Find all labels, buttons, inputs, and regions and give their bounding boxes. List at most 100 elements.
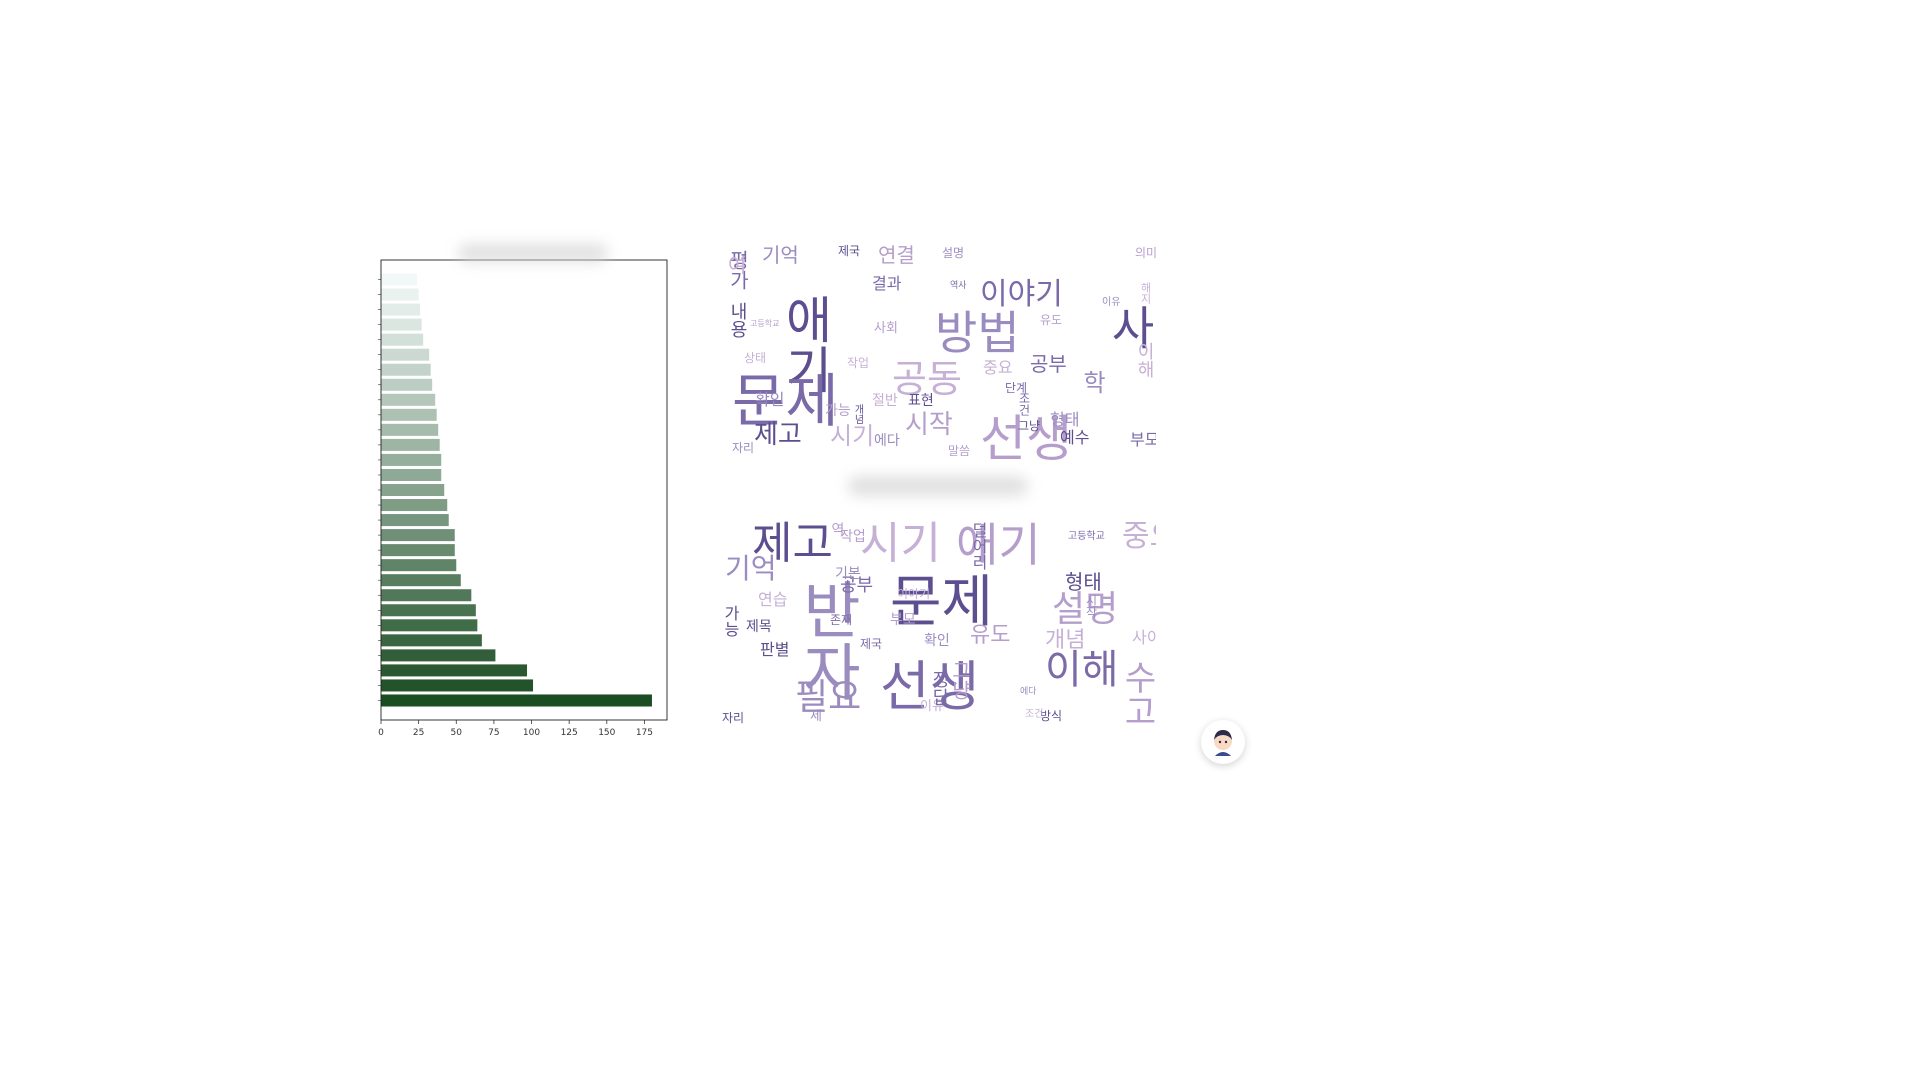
bar <box>381 589 472 602</box>
cloud-word: 단계 <box>1005 381 1028 395</box>
bar <box>381 408 437 421</box>
bar <box>381 634 482 647</box>
wordcloud-bottom: 문제 선생 반자 애기 시기 제고 이해 필요 설명 개념 형태 공부 기억 작업 연습 제목 존재 확인 유도 사이… <box>720 510 1156 732</box>
bar <box>381 303 421 316</box>
bar <box>381 363 431 376</box>
bar <box>381 694 652 707</box>
cloud-word: 표현 <box>908 393 934 409</box>
cloud-word: 제국 <box>838 244 861 258</box>
cloud-word: 중요 <box>983 358 1013 377</box>
cloud-word: 시기 <box>860 518 941 569</box>
bar <box>381 273 418 286</box>
blurred-caption <box>720 733 1260 746</box>
x-tick-label: 25 <box>413 728 424 738</box>
cloud-word: 자리 <box>722 711 745 725</box>
cloud-word: 말씀 <box>948 444 971 458</box>
bar <box>381 423 439 436</box>
bar <box>381 288 419 301</box>
cloud-word: 사 <box>1103 304 1156 350</box>
chat-launcher-button[interactable] <box>1201 720 1245 764</box>
cloud-word: 작업 <box>840 529 866 545</box>
bar-chart-svg: 0 25 50 75 100 125 150 175 <box>378 259 668 738</box>
x-tick-label: 100 <box>523 728 540 738</box>
cloud-word: 시기 <box>830 422 875 450</box>
cloud-word: 연결 <box>878 243 915 267</box>
cloud-word: 제고 <box>752 518 833 569</box>
cloud-word: 예수 <box>1060 428 1090 447</box>
bar <box>381 604 476 617</box>
cloud-word: 시작 <box>905 410 953 440</box>
x-tick-label: 125 <box>561 728 578 738</box>
cloud-word: 제 <box>810 709 822 724</box>
cloud-word: 학 <box>1078 370 1106 394</box>
cloud-word: 절반 <box>872 393 898 409</box>
cloud-word: 시작 <box>1084 594 1098 618</box>
cloud-word: 이유 <box>1102 297 1121 308</box>
cloud-word: 연습 <box>758 590 788 609</box>
cloud-word: 선생 <box>980 410 1072 464</box>
cloud-word: 결과 <box>872 274 902 293</box>
cloud-word: 가능 <box>721 605 740 637</box>
cloud-word: 그냥 <box>948 660 972 700</box>
cloud-word: 상태 <box>744 351 767 365</box>
cloud-word: 확인 <box>755 390 785 409</box>
x-tick-label: 75 <box>488 728 499 738</box>
cloud-word: 조건 <box>1025 709 1044 720</box>
cloud-word: 수고 <box>1117 660 1156 728</box>
x-tick-label: 150 <box>598 728 615 738</box>
cloud-word: 문제 <box>890 570 994 635</box>
cloud-word: 부모 <box>890 612 916 628</box>
bar <box>381 679 534 692</box>
cloud-word: 이야기 <box>980 277 1063 312</box>
bar <box>381 348 430 361</box>
cloud-word: 역 <box>829 522 845 536</box>
cloud-word: 형태 <box>1065 570 1102 594</box>
cloud-word: 중요 <box>1122 519 1156 554</box>
cloud-word: 이해 <box>1045 647 1119 693</box>
bar <box>381 619 478 632</box>
cloud-word: 정답 <box>929 670 950 706</box>
cloud-word: 문제 <box>732 367 839 435</box>
cloud-word: 내용 <box>727 302 748 338</box>
bar <box>381 559 457 572</box>
bar <box>381 529 455 542</box>
cloud-word: 필요 <box>795 677 862 718</box>
cloud-word: 기억 <box>762 243 799 267</box>
cloud-word: 선생 <box>880 655 980 718</box>
cloud-word: 이유 <box>920 699 944 714</box>
cloud-word: 사회 <box>874 321 898 336</box>
horizontal-bar-chart: 0 25 50 75 100 125 150 175 <box>364 242 674 742</box>
cloud-word: 평가 <box>726 250 750 290</box>
cloud-word: 에다 <box>874 433 900 449</box>
cloud-word: 의미 <box>1135 246 1156 260</box>
cloud-word: 에다 <box>1020 687 1037 697</box>
cloud-word: 공부 <box>1030 352 1067 376</box>
bar <box>381 544 455 557</box>
cloud-word: 방법 <box>935 306 1020 360</box>
cloud-word: 해지 <box>1139 282 1152 304</box>
cloud-word: 제고 <box>754 420 802 450</box>
cloud-word: 가능 <box>825 403 851 419</box>
cloud-word: 개념 <box>852 404 863 424</box>
cloud-word: 이해 <box>1134 342 1155 378</box>
cloud-word: 방식 <box>1040 709 1063 723</box>
cloud-word: 부모 <box>1130 430 1156 449</box>
bar <box>381 318 422 331</box>
cloud-word: 사이 <box>1132 628 1156 647</box>
x-tick-label: 50 <box>451 728 463 738</box>
bar <box>381 468 442 481</box>
cloud-word: 제목 <box>746 619 772 635</box>
bar <box>381 649 496 662</box>
cloud-word: 덜어리 <box>969 522 988 570</box>
bar <box>381 574 461 587</box>
cloud-word: 기본 <box>835 566 861 582</box>
cloud-word: 공부 <box>840 575 874 596</box>
cloud-word: 반자 <box>790 578 863 702</box>
avatar-icon <box>1214 730 1232 756</box>
cloud-word: 개념 <box>1045 628 1086 653</box>
bar <box>381 393 436 406</box>
x-tick-label: 175 <box>636 728 653 738</box>
bar <box>381 664 528 677</box>
wordcloud-top: 애기 문제 방법 선생 공동 사 이야기 학 시작 시기 제고 공부 기억 연결 중요 예수 부모 형태 가능 절반 표… <box>720 242 1156 464</box>
cloud-word: 공동 <box>892 357 962 401</box>
